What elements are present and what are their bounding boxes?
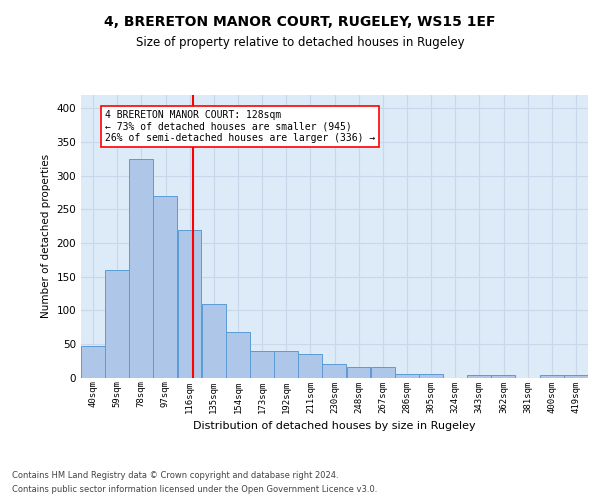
Bar: [395, 374, 419, 378]
Bar: [347, 368, 370, 378]
Y-axis label: Number of detached properties: Number of detached properties: [41, 154, 51, 318]
Bar: [202, 304, 226, 378]
Text: 4 BRERETON MANOR COURT: 128sqm
← 73% of detached houses are smaller (945)
26% of: 4 BRERETON MANOR COURT: 128sqm ← 73% of …: [105, 110, 376, 143]
Text: Contains HM Land Registry data © Crown copyright and database right 2024.: Contains HM Land Registry data © Crown c…: [12, 472, 338, 480]
Text: Size of property relative to detached houses in Rugeley: Size of property relative to detached ho…: [136, 36, 464, 49]
Bar: [564, 376, 588, 378]
X-axis label: Distribution of detached houses by size in Rugeley: Distribution of detached houses by size …: [193, 421, 476, 431]
Bar: [81, 346, 105, 378]
Bar: [105, 270, 129, 378]
Bar: [274, 350, 298, 378]
Bar: [491, 376, 515, 378]
Bar: [419, 374, 443, 378]
Bar: [540, 376, 563, 378]
Bar: [298, 354, 322, 378]
Bar: [226, 332, 250, 378]
Bar: [467, 376, 491, 378]
Text: Contains public sector information licensed under the Open Government Licence v3: Contains public sector information licen…: [12, 484, 377, 494]
Bar: [371, 368, 395, 378]
Bar: [129, 159, 153, 378]
Bar: [178, 230, 202, 378]
Bar: [250, 350, 274, 378]
Bar: [322, 364, 346, 378]
Bar: [154, 196, 178, 378]
Text: 4, BRERETON MANOR COURT, RUGELEY, WS15 1EF: 4, BRERETON MANOR COURT, RUGELEY, WS15 1…: [104, 16, 496, 30]
